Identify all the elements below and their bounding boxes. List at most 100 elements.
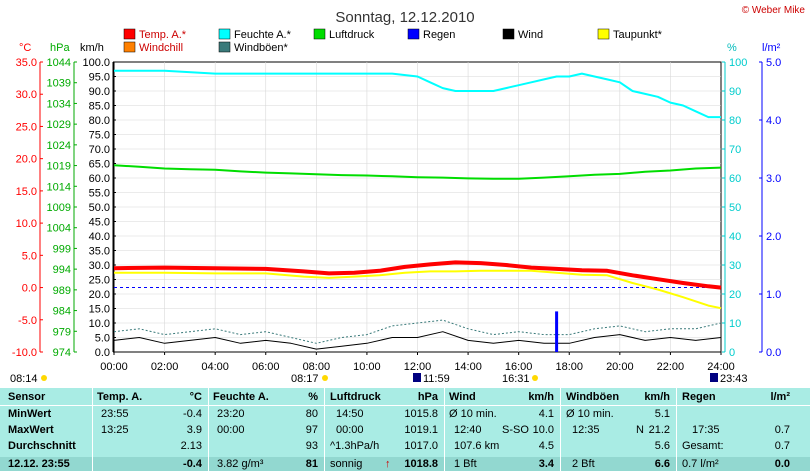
tick-label-celsius: 15.0 bbox=[16, 186, 37, 198]
tick-label-rain: 5.0 bbox=[766, 57, 781, 69]
header-pressure: Luftdruck bbox=[330, 391, 381, 403]
series-line-dewpoint bbox=[114, 269, 722, 310]
tick-label-kmh: 90.0 bbox=[89, 86, 110, 98]
x-tick-label: 04:00 bbox=[201, 361, 229, 373]
tick-label-hpa: 979 bbox=[53, 326, 71, 338]
tick-label-celsius: 0.0 bbox=[22, 283, 37, 295]
tick-label-kmh: 45.0 bbox=[89, 217, 110, 229]
header-sensor: Sensor bbox=[8, 391, 46, 403]
x-axis: 00:00 02:00 04:00 06:00 08:00 10:00 12:00 14:00… bbox=[100, 352, 735, 373]
legend-swatch-humidity bbox=[218, 28, 231, 40]
series-line-humidity bbox=[114, 69, 721, 119]
row-label: MinWert bbox=[8, 408, 52, 420]
tick-label-celsius: 25.0 bbox=[16, 121, 37, 133]
wind-avg10-label: Ø 10 min. bbox=[449, 408, 497, 420]
tick-label-percent: 30 bbox=[729, 260, 741, 272]
grid-lines bbox=[114, 62, 721, 352]
column-divider bbox=[560, 388, 561, 471]
row-label: MaxWert bbox=[8, 424, 54, 436]
gust-max-time: 12:35 bbox=[572, 424, 600, 436]
axis-unit-kmh: km/h bbox=[80, 42, 104, 54]
x-tick-label: 02:00 bbox=[151, 361, 179, 373]
series-line-pressure bbox=[113, 164, 722, 180]
tick-label-hpa: 1024 bbox=[47, 140, 71, 152]
gust-max-direction: N bbox=[636, 424, 644, 436]
current-abs-humidity: 3.82 g/m³ bbox=[217, 458, 264, 470]
rain-total-label: Gesamt: bbox=[682, 440, 724, 452]
sunset-right-time: 23:43 bbox=[720, 373, 748, 385]
copyright-text: © Weber Mike bbox=[742, 5, 806, 16]
current-timestamp: 12.12. 23:55 bbox=[8, 458, 70, 470]
legend-label-rain: Regen bbox=[423, 29, 455, 41]
axis-unit-percent: % bbox=[727, 42, 737, 54]
sunrise-icon bbox=[41, 375, 47, 381]
current-pressure: 1018.8 bbox=[404, 458, 438, 470]
sunrise-left-time: 08:14 bbox=[10, 373, 38, 385]
press-max-value: 1019.1 bbox=[404, 424, 438, 436]
hum-max-time: 00:00 bbox=[217, 424, 245, 436]
current-wind-bft: 1 Bft bbox=[454, 458, 477, 470]
header-temp-unit: °C bbox=[189, 391, 202, 403]
x-tick-label: 16:00 bbox=[505, 361, 533, 373]
tick-label-kmh: 60.0 bbox=[89, 173, 110, 185]
x-tick-label: 08:00 bbox=[303, 361, 331, 373]
gust-avg10-value: 5.1 bbox=[654, 408, 670, 420]
table-header-divider bbox=[0, 405, 810, 406]
gust-max-value: 21.2 bbox=[648, 424, 670, 436]
tick-label-kmh: 55.0 bbox=[89, 188, 110, 200]
legend-swatch-rain bbox=[407, 28, 420, 40]
legend-label-gust: Windböen* bbox=[234, 42, 289, 54]
tick-label-hpa: 1019 bbox=[47, 161, 71, 173]
tick-label-kmh: 95.0 bbox=[89, 72, 110, 84]
x-tick-label: 00:00 bbox=[100, 361, 128, 373]
tick-label-hpa: 999 bbox=[53, 243, 71, 255]
header-humidity: Feuchte A. bbox=[213, 391, 269, 403]
tick-label-kmh: 30.0 bbox=[89, 260, 110, 272]
wind-max-time: 12:40 bbox=[454, 424, 482, 436]
tick-label-percent: 50 bbox=[729, 202, 741, 214]
tick-label-rain: 2.0 bbox=[766, 231, 781, 243]
tick-label-kmh: 70.0 bbox=[89, 144, 110, 156]
weather-chart: Sonntag, 12.12.2010 © Weber Mike Temp. A… bbox=[10, 5, 806, 385]
legend-swatch-gust bbox=[218, 41, 231, 53]
legend-swatch-wind bbox=[502, 28, 515, 40]
column-divider bbox=[92, 388, 93, 471]
tick-label-kmh: 35.0 bbox=[89, 246, 110, 258]
tick-label-kmh: 10.0 bbox=[89, 318, 110, 330]
current-rain-total: 0.7 l/m² bbox=[682, 458, 719, 470]
tick-label-kmh: 0.0 bbox=[95, 347, 110, 359]
rain-bar bbox=[555, 311, 559, 352]
hum-min-time: 23:20 bbox=[217, 408, 245, 420]
header-temp: Temp. A. bbox=[97, 391, 143, 403]
row-label: Durchschnitt bbox=[8, 440, 76, 452]
current-gust: 6.6 bbox=[654, 458, 670, 470]
tick-label-kmh: 50.0 bbox=[89, 202, 110, 214]
tick-label-percent: 40 bbox=[729, 231, 741, 243]
tick-label-hpa: 1029 bbox=[47, 119, 71, 131]
tick-label-percent: 80 bbox=[729, 115, 741, 127]
temp-avg-value: 2.13 bbox=[180, 440, 202, 452]
temp-min-value: -0.4 bbox=[183, 408, 202, 420]
legend-label-temp: Temp. A.* bbox=[139, 29, 187, 41]
tick-label-kmh: 20.0 bbox=[89, 289, 110, 301]
tick-label-kmh: 75.0 bbox=[89, 130, 110, 142]
header-gust: Windböen bbox=[566, 391, 620, 403]
current-forecast: sonnig bbox=[330, 458, 363, 470]
wind-distance: 107.6 km bbox=[454, 440, 500, 452]
data-series bbox=[113, 69, 722, 352]
tick-label-celsius: 5.0 bbox=[22, 250, 37, 262]
column-divider bbox=[324, 388, 325, 471]
x-tick-label: 06:00 bbox=[252, 361, 280, 373]
press-avg-value: 1017.0 bbox=[404, 440, 438, 452]
x-tick-label: 10:00 bbox=[353, 361, 381, 373]
hum-min-value: 80 bbox=[305, 408, 318, 420]
header-rain: Regen bbox=[682, 391, 716, 403]
temp-max-time: 13:25 bbox=[101, 424, 129, 436]
series-line-wind bbox=[113, 331, 722, 350]
axis-unit-celsius: °C bbox=[19, 42, 31, 54]
tick-label-kmh: 100.0 bbox=[82, 57, 110, 69]
x-tick-label: 12:00 bbox=[404, 361, 432, 373]
tick-label-percent: 60 bbox=[729, 173, 741, 185]
tick-label-percent: 10 bbox=[729, 318, 741, 330]
